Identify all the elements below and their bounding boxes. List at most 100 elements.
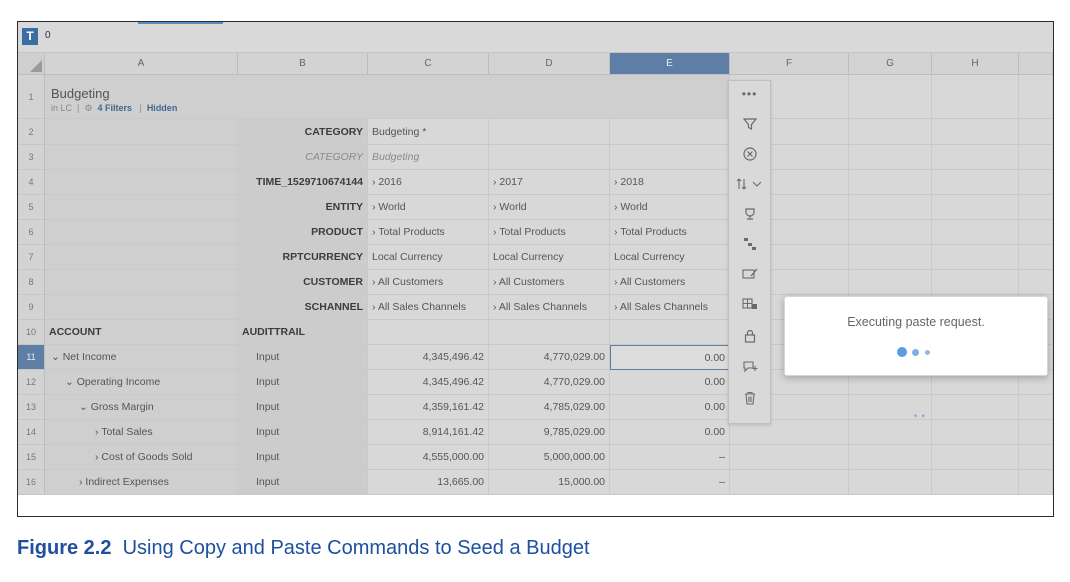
grid-cell[interactable] xyxy=(1019,395,1053,420)
grid-cell[interactable] xyxy=(849,195,932,220)
grid-cell[interactable] xyxy=(1019,420,1053,445)
grid-cell[interactable] xyxy=(932,395,1019,420)
grid-cell[interactable] xyxy=(730,445,849,470)
account-member[interactable]: › Indirect Expenses xyxy=(45,470,238,495)
dimension-member[interactable]: › All Customers xyxy=(368,270,489,295)
data-cell[interactable]: 4,785,029.00 xyxy=(489,395,610,420)
row-header-2[interactable]: 2 xyxy=(18,119,45,145)
grid-cell[interactable] xyxy=(849,445,932,470)
dimension-member[interactable]: › Total Products xyxy=(489,220,610,245)
grid-cell[interactable] xyxy=(932,245,1019,270)
audit-member[interactable]: Input xyxy=(238,420,368,445)
account-member[interactable]: ⌄ Gross Margin xyxy=(45,395,238,420)
expand-arrow-icon[interactable]: › xyxy=(372,276,378,288)
column-header-h[interactable]: H xyxy=(932,53,1019,75)
grid-cell[interactable] xyxy=(849,75,932,119)
grid-cell[interactable] xyxy=(932,170,1019,195)
grid-cell[interactable] xyxy=(932,145,1019,170)
dimension-name[interactable]: RPTCURRENCY xyxy=(238,245,368,270)
audit-member[interactable]: Input xyxy=(238,445,368,470)
dimension-member[interactable]: › 2017 xyxy=(489,170,610,195)
dimension-member[interactable]: › 2018 xyxy=(610,170,730,195)
grid-cell[interactable] xyxy=(932,270,1019,295)
dimension-member[interactable] xyxy=(489,145,610,170)
data-cell[interactable]: – xyxy=(610,470,730,495)
data-cell[interactable]: 4,770,029.00 xyxy=(489,345,610,370)
grid-cell[interactable] xyxy=(1019,195,1053,220)
grid-cell[interactable] xyxy=(932,195,1019,220)
dimension-member[interactable] xyxy=(610,119,730,145)
row-header-13[interactable]: 13 xyxy=(18,395,45,420)
grid-cell[interactable] xyxy=(730,470,849,495)
data-cell[interactable]: 0.00 xyxy=(610,370,730,395)
audit-member[interactable]: Input xyxy=(238,470,368,495)
expand-arrow-icon[interactable]: › xyxy=(95,426,102,438)
expand-arrow-icon[interactable]: › xyxy=(372,201,379,213)
row-header-15[interactable]: 15 xyxy=(18,445,45,470)
column-header-e[interactable]: E xyxy=(610,53,730,75)
cell-type-icon[interactable]: T xyxy=(22,28,38,45)
expand-arrow-icon[interactable]: › xyxy=(372,301,378,313)
data-cell[interactable]: 4,555,000.00 xyxy=(368,445,489,470)
row-header-14[interactable]: 14 xyxy=(18,420,45,445)
filter-icon[interactable] xyxy=(729,117,770,134)
grid-cell[interactable] xyxy=(1019,119,1053,145)
audit-member[interactable]: Input xyxy=(238,395,368,420)
account-member[interactable]: ⌄ Operating Income xyxy=(45,370,238,395)
row-header-11[interactable]: 11 xyxy=(18,345,45,370)
lock-icon[interactable] xyxy=(729,329,770,346)
grid-cell[interactable] xyxy=(849,420,932,445)
row-header-7[interactable]: 7 xyxy=(18,245,45,270)
data-cell[interactable]: 4,345,496.42 xyxy=(368,370,489,395)
grid-cell[interactable] xyxy=(1019,145,1053,170)
account-member[interactable]: › Total Sales xyxy=(45,420,238,445)
column-header-c[interactable]: C xyxy=(368,53,489,75)
settings-icon[interactable]: ⚙ xyxy=(84,103,93,113)
grid-cell[interactable] xyxy=(932,420,1019,445)
audit-member[interactable]: Input xyxy=(238,345,368,370)
grid-cell[interactable] xyxy=(45,145,238,170)
data-cell[interactable]: 13,665.00 xyxy=(368,470,489,495)
grid-cell[interactable] xyxy=(849,119,932,145)
row-header-1[interactable]: 1 xyxy=(18,75,45,119)
grid-cell[interactable] xyxy=(1019,470,1053,495)
expand-arrow-icon[interactable]: › xyxy=(614,301,620,313)
column-header-g[interactable]: G xyxy=(849,53,932,75)
grid-cell[interactable] xyxy=(45,119,238,145)
grid-cell[interactable] xyxy=(849,245,932,270)
grid-cell[interactable] xyxy=(45,195,238,220)
data-cell[interactable]: 5,000,000.00 xyxy=(489,445,610,470)
grid-cell[interactable] xyxy=(730,420,849,445)
grid-cell[interactable] xyxy=(1019,270,1053,295)
grid-cell[interactable] xyxy=(45,220,238,245)
grid-cell[interactable] xyxy=(932,470,1019,495)
dimension-member[interactable]: › Total Products xyxy=(610,220,730,245)
collapse-arrow-icon[interactable]: ⌄ xyxy=(51,351,63,363)
data-cell[interactable]: 0.00 xyxy=(610,420,730,445)
dimension-member[interactable]: › World xyxy=(368,195,489,220)
dimension-name[interactable]: ENTITY xyxy=(238,195,368,220)
account-member[interactable]: ⌄ Net Income xyxy=(45,345,238,370)
dimension-member[interactable]: Local Currency xyxy=(610,245,730,270)
grid-cell[interactable] xyxy=(489,320,610,345)
dimension-member[interactable]: › World xyxy=(489,195,610,220)
grid-cell[interactable] xyxy=(849,270,932,295)
data-cell[interactable]: 15,000.00 xyxy=(489,470,610,495)
expand-arrow-icon[interactable]: › xyxy=(614,276,620,288)
edit-formula-icon[interactable] xyxy=(729,267,770,284)
ranking-icon[interactable] xyxy=(729,207,770,224)
grid-cell[interactable] xyxy=(1019,170,1053,195)
dimension-member[interactable] xyxy=(489,119,610,145)
column-header-a[interactable]: A xyxy=(45,53,238,75)
column-header-d[interactable]: D xyxy=(489,53,610,75)
grid-cell[interactable] xyxy=(932,445,1019,470)
report-header-cell[interactable] xyxy=(45,75,730,119)
dimension-member[interactable]: Budgeting * xyxy=(368,119,489,145)
grid-cell[interactable] xyxy=(45,270,238,295)
collapse-arrow-icon[interactable]: ⌄ xyxy=(79,401,91,413)
dimension-member[interactable]: › All Customers xyxy=(610,270,730,295)
grid-cell[interactable] xyxy=(1019,445,1053,470)
grid-cell[interactable] xyxy=(368,320,489,345)
select-all-corner[interactable] xyxy=(18,53,45,75)
dimension-member[interactable]: › Total Products xyxy=(368,220,489,245)
